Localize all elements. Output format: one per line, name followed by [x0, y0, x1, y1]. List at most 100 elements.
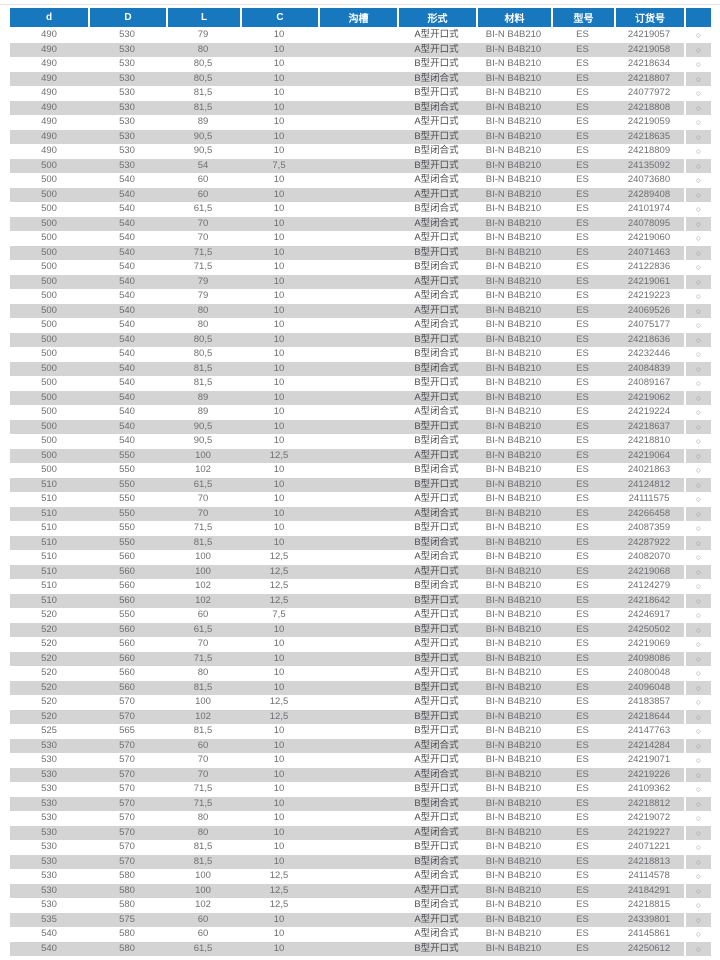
cell-groove [318, 202, 397, 217]
col-header-availability [686, 8, 711, 27]
cell-c: 10 [273, 797, 285, 809]
cell-groove [318, 492, 397, 507]
availability-icon: ○ [686, 753, 711, 768]
cell-form: A型闭合式 [414, 507, 459, 519]
cell-d: 530 [41, 783, 57, 794]
cell-form: A型开口式 [414, 232, 459, 243]
table-row: 510 550 81,5 10 B型闭合式 BI-N B4B210 ES 24287922 ○ [10, 535, 711, 550]
cell-material: BI-N B4B210 [485, 942, 542, 954]
cell-d-outer: 540 [119, 188, 135, 200]
table-row: 500 540 80,5 10 B型开口式 BI-N B4B210 ES 24218636 ○ [10, 332, 711, 347]
cell-form: A型开口式 [414, 449, 459, 461]
cell-d-outer: 560 [119, 623, 135, 635]
cell-material: BI-N B4B210 [485, 362, 542, 374]
cell-d-outer: 580 [119, 870, 135, 881]
cell-d: 500 [41, 435, 57, 446]
availability-icon: ○ [686, 376, 711, 391]
cell-model: ES [576, 145, 589, 156]
cell-d-outer: 540 [119, 391, 135, 403]
cell-order-no: 24122836 [627, 261, 671, 272]
cell-d: 530 [41, 899, 57, 910]
cell-c: 12,5 [269, 449, 289, 461]
cell-order-no: 24219059 [627, 116, 671, 127]
cell-groove [318, 434, 397, 449]
cell-length: 80,5 [193, 72, 213, 84]
table-row: 490 530 80,5 10 B型闭合式 BI-N B4B210 ES 24218807 ○ [10, 71, 711, 86]
cell-form: B型开口式 [414, 710, 459, 722]
cell-c: 10 [273, 681, 285, 693]
cell-order-no: 24089167 [627, 377, 671, 388]
cell-d: 490 [41, 43, 57, 55]
cell-d-outer: 570 [119, 768, 135, 780]
cell-material: BI-N B4B210 [485, 232, 542, 243]
availability-icon: ○ [686, 274, 711, 289]
cell-form: A型闭合式 [414, 406, 459, 417]
cell-model: ES [576, 391, 589, 403]
cell-form: A型开口式 [414, 391, 459, 403]
availability-icon: ○ [686, 361, 711, 376]
cell-length: 100 [195, 884, 211, 896]
cell-d: 500 [41, 406, 57, 417]
cell-material: BI-N B4B210 [485, 130, 542, 142]
cell-form: B型闭合式 [414, 855, 459, 867]
cell-length: 60 [197, 609, 209, 620]
cell-length: 70 [197, 232, 209, 243]
cell-d: 510 [41, 478, 57, 490]
cell-order-no: 24219061 [627, 275, 671, 287]
cell-material: BI-N B4B210 [485, 174, 542, 185]
col-header-form: 形式 [399, 8, 476, 27]
table-row: 530 570 71,5 10 B型开口式 BI-N B4B210 ES 24109362 ○ [10, 782, 711, 797]
table-row: 540 580 60 10 A型闭合式 BI-N B4B210 ES 24145861 ○ [10, 927, 711, 942]
cell-form: B型开口式 [414, 333, 459, 345]
cell-order-no: 24219057 [627, 29, 671, 40]
availability-icon: ○ [686, 782, 711, 797]
cell-material: BI-N B4B210 [485, 275, 542, 287]
cell-material: BI-N B4B210 [485, 391, 542, 403]
cell-order-no: 24214284 [627, 739, 671, 751]
cell-length: 70 [197, 507, 209, 519]
cell-d-outer: 560 [119, 681, 135, 693]
cell-d-outer: 540 [119, 304, 135, 316]
table-row: 500 540 61,5 10 B型闭合式 BI-N B4B210 ES 24101974 ○ [10, 202, 711, 217]
availability-icon: ○ [686, 144, 711, 159]
cell-d: 490 [41, 116, 57, 127]
cell-order-no: 24145861 [627, 928, 671, 939]
cell-length: 90,5 [193, 420, 213, 432]
cell-groove [318, 594, 397, 609]
cell-form: B型闭合式 [414, 145, 459, 156]
cell-groove [318, 521, 397, 536]
cell-model: ES [576, 725, 589, 736]
cell-order-no: 24075177 [627, 319, 671, 330]
cell-c: 10 [273, 536, 285, 548]
cell-order-no: 24218808 [627, 101, 671, 113]
cell-material: BI-N B4B210 [485, 304, 542, 316]
table-row: 510 550 61,5 10 B型开口式 BI-N B4B210 ES 24124812 ○ [10, 477, 711, 492]
availability-icon: ○ [686, 318, 711, 333]
availability-icon: ○ [686, 637, 711, 652]
cell-form: A型开口式 [414, 188, 459, 200]
cell-d-outer: 565 [119, 725, 135, 736]
cell-c: 10 [273, 725, 285, 736]
cell-d-outer: 570 [119, 797, 135, 809]
cell-d: 510 [41, 551, 57, 562]
cell-form: B型开口式 [414, 725, 459, 736]
availability-icon: ○ [686, 86, 711, 101]
cell-material: BI-N B4B210 [485, 116, 542, 127]
cell-order-no: 24082070 [627, 551, 671, 562]
cell-material: BI-N B4B210 [485, 246, 542, 258]
cell-length: 81,5 [193, 377, 213, 388]
availability-icon: ○ [686, 521, 711, 536]
cell-length: 102 [195, 464, 211, 475]
cell-length: 60 [197, 739, 209, 751]
table-row: 500 530 54 7,5 B型开口式 BI-N B4B210 ES 24135092 ○ [10, 158, 711, 173]
cell-order-no: 24219223 [627, 290, 671, 301]
cell-order-no: 24218810 [627, 435, 671, 446]
cell-form: B型开口式 [414, 681, 459, 693]
cell-d: 500 [41, 203, 57, 214]
cell-form: A型闭合式 [414, 768, 459, 780]
cell-groove [318, 362, 397, 377]
availability-icon: ○ [686, 593, 711, 608]
cell-d-outer: 560 [119, 580, 135, 591]
cell-d-outer: 550 [119, 507, 135, 519]
